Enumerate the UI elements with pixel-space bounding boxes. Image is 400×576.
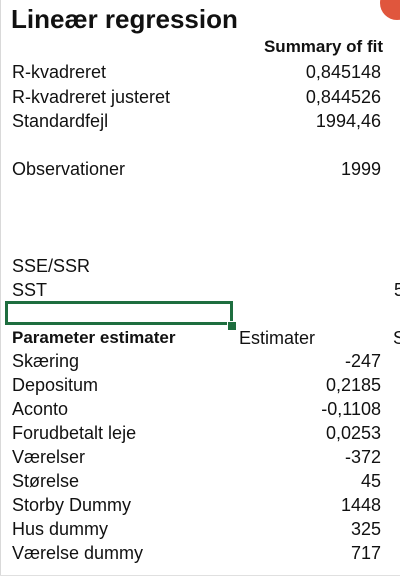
param-label: Depositum: [12, 375, 99, 395]
param-label: Værelser: [12, 447, 86, 467]
sst-label: SST: [12, 280, 48, 300]
param-label: Hus dummy: [12, 519, 109, 539]
param-label: Aconto: [12, 399, 69, 419]
param-value: -372: [344, 447, 381, 467]
param-value: 325: [350, 519, 381, 539]
summary-value-stderr: 1994,46: [315, 111, 381, 131]
summary-value-r2-adj: 0,844526: [305, 87, 381, 107]
params-col-clipped: S: [393, 328, 400, 348]
fill-handle[interactable]: [227, 321, 237, 331]
summary-label-stderr: Standardfejl: [12, 111, 109, 131]
param-value: 717: [350, 543, 381, 563]
observations-label: Observationer: [12, 159, 126, 179]
param-label: Skæring: [12, 351, 80, 371]
summary-label-r2: R-kvadreret: [12, 62, 107, 82]
corner-badge[interactable]: [380, 0, 400, 20]
sse-ssr-label: SSE/SSR: [12, 256, 91, 276]
param-value: -247: [344, 351, 381, 371]
params-col-estimate: Estimater: [239, 328, 316, 348]
param-value: 0,0253: [325, 423, 381, 443]
sheet-title: Lineær regression: [11, 4, 238, 34]
param-label: Forudbetalt leje: [12, 423, 137, 443]
param-value: -0,1108: [321, 399, 381, 419]
param-value: 1448: [340, 495, 381, 515]
summary-value-r2: 0,845148: [305, 62, 381, 82]
param-value: 45: [360, 471, 381, 491]
sst-value-clipped: 5: [394, 280, 400, 300]
summary-label-r2-adj: R-kvadreret justeret: [12, 87, 171, 107]
param-label: Storby Dummy: [12, 495, 132, 515]
params-header: Parameter estimater: [12, 328, 176, 347]
summary-header: Summary of fit: [263, 37, 383, 56]
param-value: 0,2185: [325, 375, 381, 395]
selected-cell[interactable]: [5, 301, 233, 325]
param-label: Størelse: [12, 471, 80, 491]
sheet-left-border: [0, 0, 1, 576]
param-label: Værelse dummy: [12, 543, 144, 563]
observations-value: 1999: [340, 159, 381, 179]
